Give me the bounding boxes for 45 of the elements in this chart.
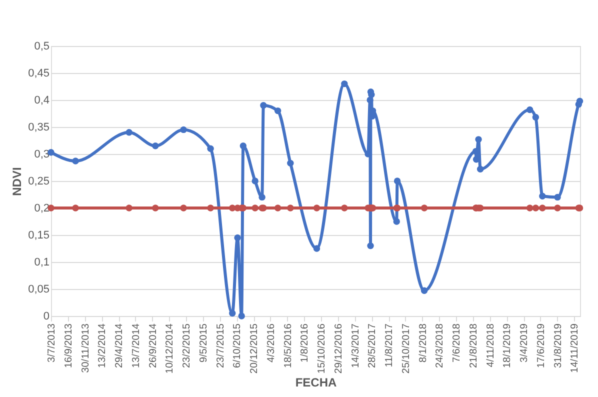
x-tick-label: 3/4/2019 (519, 323, 530, 362)
x-tick-label: 13/7/2014 (130, 323, 142, 368)
x-tick-label: 9/5/2015 (198, 323, 210, 362)
x-tick-label: 28/5/2017 (367, 323, 378, 368)
x-tick-label: 7/6/2018 (452, 323, 463, 362)
x-tick-label: 26/9/2014 (148, 323, 159, 368)
x-axis-title: FECHA (295, 376, 337, 390)
y-tick-label: 0,4 (34, 94, 50, 106)
x-tick-label: 18/5/2016 (282, 323, 294, 368)
x-tick-label: 23/7/2015 (215, 323, 226, 368)
y-tick-label: 0 (43, 310, 50, 322)
y-tick-label: 0,1 (34, 256, 50, 268)
x-tick-label: 3/7/2013 (46, 323, 58, 362)
y-tick-label: 0,45 (28, 68, 50, 80)
x-tick-label: 14/11/2019 (570, 323, 581, 373)
x-tick-label: 8/1/2018 (418, 323, 429, 362)
y-axis-title: NDVI (10, 167, 24, 196)
x-tick-label: 4/11/2018 (485, 323, 496, 368)
x-tick-label: 4/3/2016 (266, 323, 277, 362)
y-tick-label: 0,25 (28, 176, 50, 188)
x-tick-label: 11/8/2017 (384, 323, 396, 368)
x-tick-label: 16/9/2013 (63, 323, 74, 368)
x-tick-label: 25/10/2017 (400, 323, 412, 374)
x-tick-label: 6/10/2015 (232, 323, 244, 368)
x-tick-label: 18/1/2019 (502, 323, 514, 368)
x-tick-label: 20/12/2015 (249, 323, 260, 374)
y-tick-label: 0,15 (28, 230, 50, 242)
y-tick-label: 0,2 (34, 202, 50, 214)
x-tick-label: 21/8/2018 (468, 323, 480, 368)
x-tick-label: 13/2/2014 (97, 323, 108, 368)
x-tick-label: 29/4/2014 (114, 323, 126, 368)
x-tick-label: 15/10/2016 (316, 323, 328, 374)
x-tick-label: 23/2/2015 (182, 323, 193, 368)
x-tick-label: 14/3/2017 (350, 323, 362, 368)
y-tick-label: 0,05 (28, 284, 50, 296)
x-tick-label: 31/8/2019 (552, 323, 564, 368)
x-tick-label: 10/12/2014 (164, 323, 176, 374)
x-tick-label: 1/8/2016 (300, 323, 311, 362)
x-tick-label: 24/3/2018 (434, 323, 446, 368)
x-tick-label: 17/6/2019 (536, 323, 547, 368)
y-tick-label: 0,35 (28, 122, 50, 134)
x-tick-label: 29/12/2016 (333, 323, 344, 374)
y-tick-label: 0,5 (34, 40, 50, 52)
y-tick-label: 0,3 (34, 148, 50, 160)
x-tick-label: 30/11/2013 (80, 323, 92, 373)
